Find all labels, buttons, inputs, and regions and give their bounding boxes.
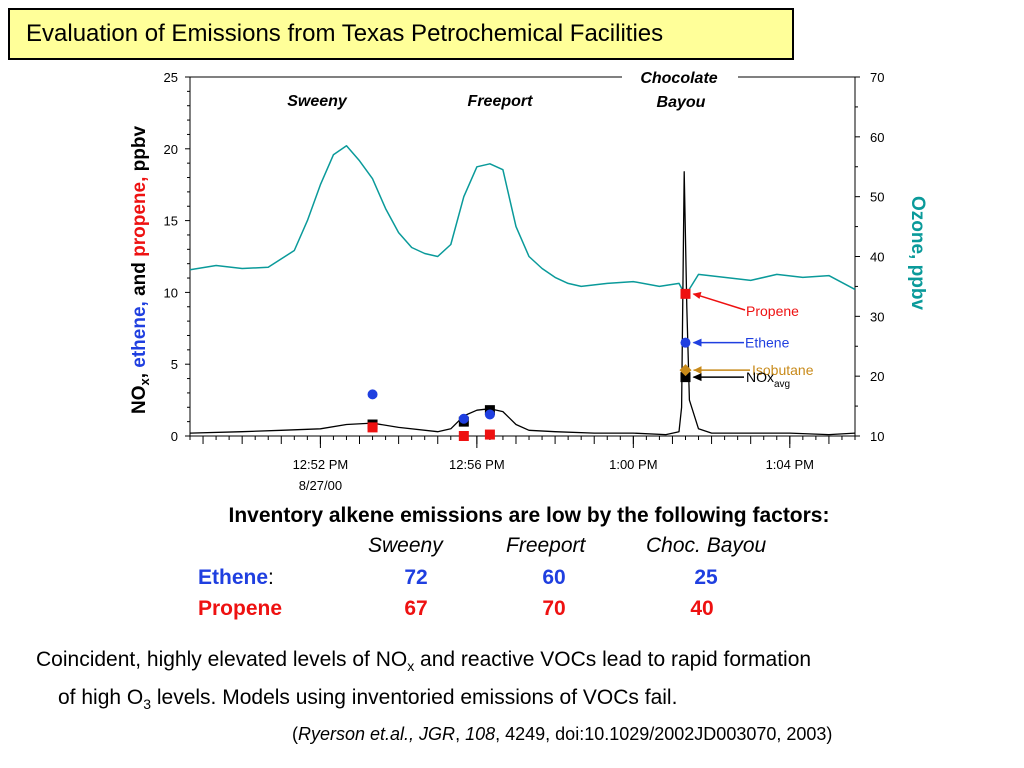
nox-avg-marker <box>680 372 691 383</box>
nox-avg-label: NOxavg <box>746 369 790 390</box>
ethene-marker <box>458 413 469 424</box>
propene-marker <box>458 431 469 441</box>
site-label-freeport: Freeport <box>468 93 534 110</box>
propene-factor-sweeny: 67 <box>404 597 428 620</box>
ethene-factor-sweeny: 72 <box>404 566 428 589</box>
ethene-marker <box>367 389 378 400</box>
right-tick-label: 60 <box>870 130 884 145</box>
ethene-marker <box>484 409 495 420</box>
right-tick-label: 50 <box>870 190 884 205</box>
propene-factor-freeport: 70 <box>542 597 566 620</box>
propene-leader <box>693 293 746 311</box>
propene-marker <box>680 288 691 299</box>
summary-row-propene: Propene <box>198 597 283 620</box>
annotations: Sweeny Freeport Chocolate Bayou Isobutane Pro… <box>287 70 814 390</box>
right-axis-label: Ozone, ppbv <box>907 196 928 310</box>
x-date-label: 8/27/00 <box>299 478 342 493</box>
nox-avg-arrowhead <box>692 373 702 382</box>
left-axis: 0 5 10 15 20 25 <box>164 70 190 444</box>
propene-factor-choc-bayou: 40 <box>690 597 714 620</box>
left-tick-label: 10 <box>164 285 178 300</box>
summary-row-ethene: Ethene: <box>198 566 274 589</box>
x-tick-label: 1:04 PM <box>766 457 814 472</box>
summary-site-choc-bayou: Choc. Bayou <box>646 534 767 557</box>
site-label-bayou: Bayou <box>657 94 706 111</box>
site-label-chocolate: Chocolate <box>640 70 717 87</box>
conclusion-paragraph: Coincident, highly elevated levels of NO… <box>36 648 812 713</box>
ethene-marker <box>680 337 691 348</box>
series-layer <box>189 145 856 441</box>
right-tick-label: 30 <box>870 309 884 324</box>
x-axis: 12:52 PM 12:56 PM 1:00 PM 1:04 PM 8/27/00 <box>189 436 856 493</box>
x-tick-label: 12:56 PM <box>449 457 505 472</box>
ethene-label: Ethene <box>745 335 790 351</box>
page-title: Evaluation of Emissions from Texas Petro… <box>8 8 794 60</box>
right-tick-label: 20 <box>870 369 884 384</box>
isobutane-label: Isobutane <box>752 362 814 378</box>
propene-arrowhead <box>692 291 702 299</box>
summary-site-sweeny: Sweeny <box>368 534 443 557</box>
left-tick-label: 20 <box>164 142 178 157</box>
left-axis-label: NOx, ethene, and propene, ppbv <box>129 126 152 415</box>
propene-label: Propene <box>746 303 799 319</box>
isobutane-marker <box>679 364 692 377</box>
left-tick-label: 0 <box>171 429 178 444</box>
emissions-chart: 0 5 10 15 20 25 10 20 30 40 50 60 70 12:52 PM 12:56 … <box>129 70 928 493</box>
propene-marker <box>367 422 378 433</box>
ozone-line <box>189 145 856 297</box>
ethene-factor-freeport: 60 <box>542 566 566 589</box>
summary-title: Inventory alkene emissions are low by th… <box>228 504 830 527</box>
ethene-arrowhead <box>692 338 702 347</box>
propene-marker <box>484 429 495 440</box>
x-tick-label: 12:52 PM <box>293 457 349 472</box>
right-tick-label: 40 <box>870 250 884 265</box>
left-tick-label: 25 <box>164 70 178 85</box>
left-tick-label: 15 <box>164 214 178 229</box>
site-label-sweeny: Sweeny <box>287 93 348 110</box>
ethene-factor-choc-bayou: 25 <box>694 566 718 589</box>
citation: (Ryerson et.al., JGR, 108, 4249, doi:10.… <box>292 724 833 744</box>
left-tick-label: 5 <box>171 357 178 372</box>
isobutane-arrowhead <box>693 366 702 375</box>
summary-site-freeport: Freeport <box>506 534 586 557</box>
x-tick-label: 1:00 PM <box>609 457 657 472</box>
right-tick-label: 70 <box>870 70 884 85</box>
right-axis: 10 20 30 40 50 60 70 <box>855 70 884 444</box>
right-tick-label: 10 <box>870 429 884 444</box>
